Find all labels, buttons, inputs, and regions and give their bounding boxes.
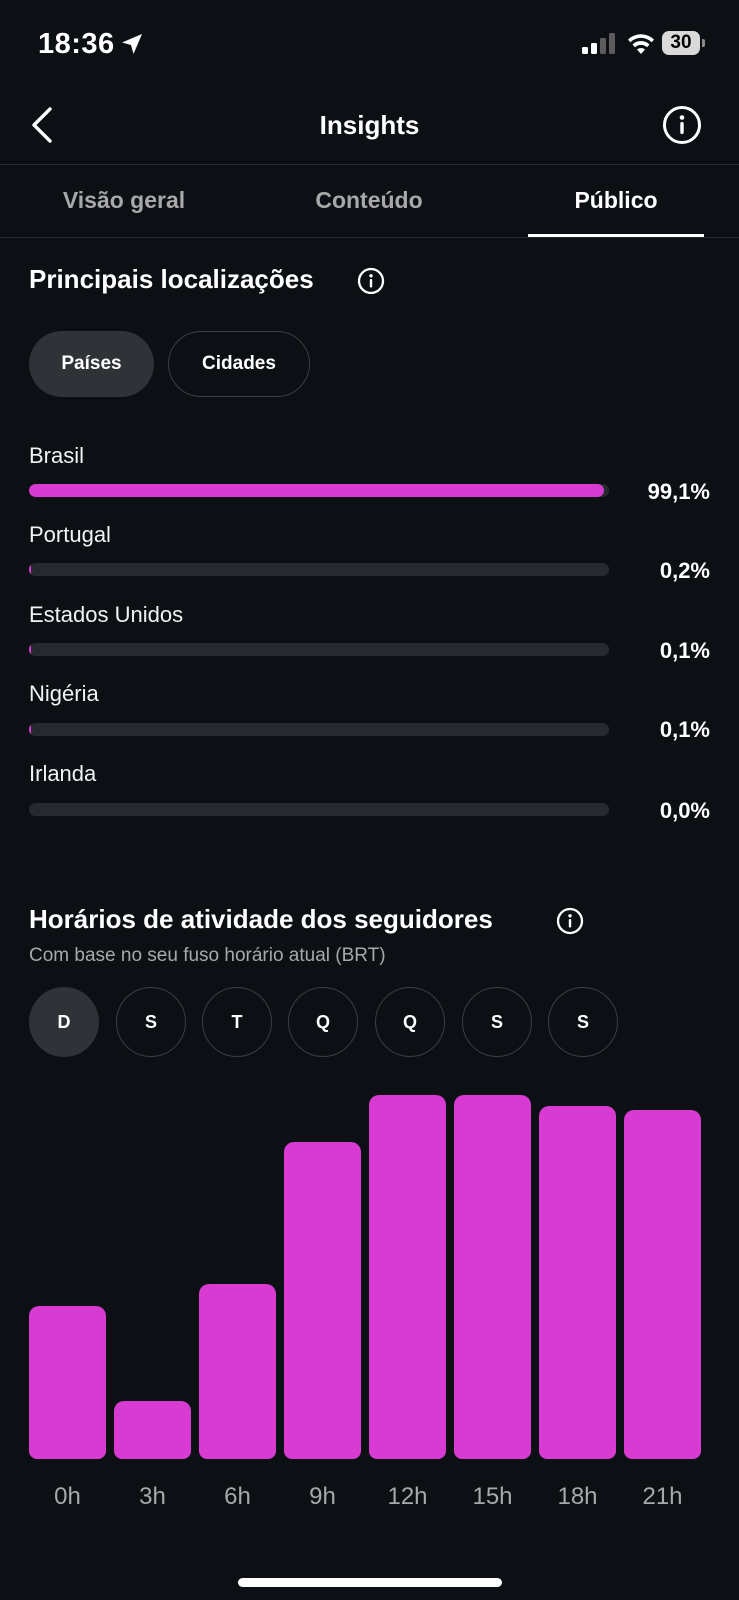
- location-bar-fill: [29, 643, 31, 656]
- top-locations-info-icon[interactable]: [357, 267, 385, 295]
- page-title: Insights: [319, 110, 420, 140]
- x-tick-label: 21h: [642, 1483, 683, 1510]
- day-monday[interactable]: S: [116, 987, 186, 1057]
- location-name: Nigéria: [29, 681, 99, 706]
- location-percent: 99,1%: [647, 479, 710, 504]
- timezone-subtitle: Com base no seu fuso horário atual (BRT): [29, 945, 386, 966]
- x-tick-label: 0h: [54, 1483, 81, 1510]
- activity-bar-15h: [454, 1095, 531, 1459]
- x-tick-label: 3h: [139, 1483, 166, 1510]
- location-bar-track: [29, 643, 609, 656]
- location-arrow-icon: [122, 34, 142, 54]
- follower-activity-title: Horários de atividade dos seguidores: [29, 904, 493, 934]
- status-time: 18:36: [38, 28, 115, 60]
- x-tick-label: 6h: [224, 1483, 251, 1510]
- location-name: Portugal: [29, 522, 111, 547]
- home-indicator[interactable]: [238, 1578, 502, 1587]
- x-tick-label: 9h: [309, 1483, 336, 1510]
- location-name: Brasil: [29, 443, 85, 468]
- location-bar-track: [29, 803, 609, 816]
- location-bar-track: [29, 484, 609, 497]
- activity-bar-12h: [369, 1095, 446, 1459]
- x-tick-label: 12h: [387, 1483, 428, 1510]
- location-percent: 0,0%: [659, 798, 710, 823]
- location-percent: 0,1%: [659, 717, 710, 742]
- activity-bar-21h: [624, 1109, 701, 1459]
- active-tab-indicator: [528, 234, 704, 237]
- day-sunday[interactable]: D: [29, 987, 99, 1057]
- location-percent: 0,2%: [659, 558, 710, 583]
- header-divider: [0, 164, 739, 165]
- activity-bar-chart: [29, 1095, 709, 1459]
- info-icon[interactable]: [662, 105, 702, 145]
- location-name: Estados Unidos: [29, 602, 184, 627]
- location-name: Irlanda: [29, 761, 97, 786]
- activity-bar-6h: [199, 1284, 276, 1459]
- day-wednesday[interactable]: Q: [288, 987, 358, 1057]
- day-thursday[interactable]: Q: [375, 987, 445, 1057]
- x-tick-label: 18h: [557, 1483, 598, 1510]
- activity-bar-3h: [114, 1400, 191, 1459]
- x-tick-label: 15h: [472, 1483, 513, 1510]
- wifi-icon: [628, 34, 654, 54]
- filter-cities[interactable]: Cidades: [168, 331, 310, 397]
- location-bar-fill: [29, 723, 31, 736]
- activity-bar-9h: [284, 1142, 361, 1459]
- battery-level: 30: [670, 32, 692, 53]
- cellular-signal-icon: [582, 33, 615, 54]
- tab-overview[interactable]: Visão geral: [62, 187, 186, 213]
- back-chevron-icon[interactable]: [28, 106, 56, 144]
- activity-bar-0h: [29, 1306, 106, 1459]
- day-tuesday[interactable]: T: [202, 987, 272, 1057]
- location-percent: 0,1%: [659, 638, 710, 663]
- location-bar-track: [29, 563, 609, 576]
- tab-audience[interactable]: Público: [574, 187, 658, 213]
- filter-countries[interactable]: Países: [29, 331, 154, 397]
- battery-indicator: 30: [662, 31, 706, 55]
- day-saturday[interactable]: S: [548, 987, 618, 1057]
- tab-content[interactable]: Conteúdo: [315, 187, 423, 213]
- day-friday[interactable]: S: [462, 987, 532, 1057]
- tabs-divider: [0, 237, 739, 238]
- follower-activity-info-icon[interactable]: [556, 907, 584, 935]
- location-bar-fill: [29, 563, 31, 576]
- location-bar-track: [29, 723, 609, 736]
- location-bar-fill: [29, 484, 604, 497]
- top-locations-title: Principais localizações: [29, 264, 314, 294]
- activity-bar-18h: [539, 1105, 616, 1459]
